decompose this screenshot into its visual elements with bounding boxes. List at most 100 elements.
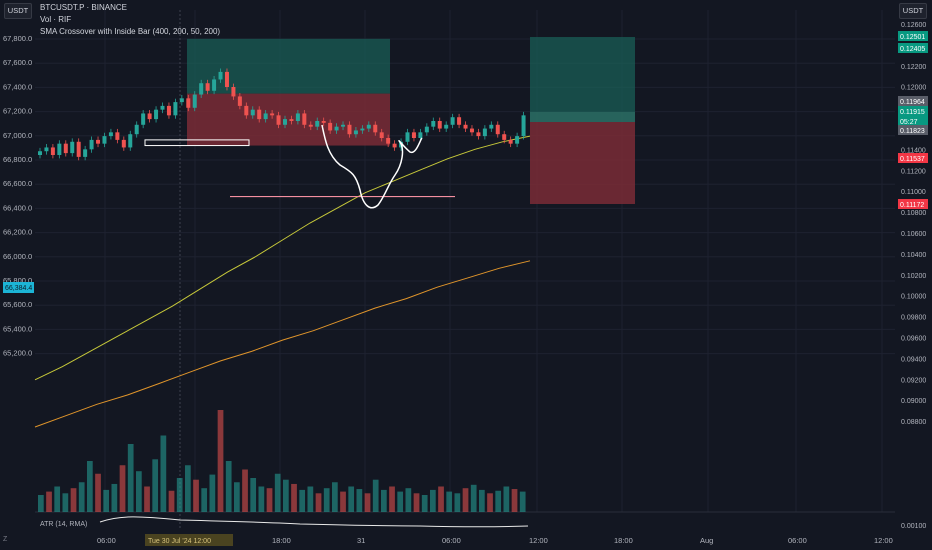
left-unit-badge[interactable]: USDT [4, 3, 32, 19]
volume-bar [438, 486, 444, 512]
price-badge [898, 199, 928, 209]
right-axis-tick: 0.09400 [901, 356, 926, 363]
right-axis-tick: 0.10000 [901, 294, 926, 301]
left-axis-tick: 67,400.0 [3, 82, 32, 91]
volume-bar [152, 459, 159, 512]
left-axis-tick: 65,800.0 [3, 276, 32, 285]
volume-bar [454, 493, 461, 512]
price-badge [898, 116, 928, 126]
volume-bar [78, 482, 85, 512]
candle-body [341, 124, 346, 127]
volume-bar [495, 490, 502, 512]
candle-body [360, 128, 365, 131]
volume-bar [381, 489, 387, 512]
volume-bar [315, 493, 322, 512]
candle-body [205, 83, 210, 91]
candle-body [386, 138, 391, 144]
symbol-title[interactable]: BTCUSDT.P · BINANCE [40, 3, 127, 12]
candle-body [334, 126, 339, 131]
candle-body [502, 134, 507, 140]
candle-body [302, 113, 307, 125]
candle-body [179, 98, 184, 103]
candle-body [347, 124, 352, 135]
volume-bar [250, 478, 257, 512]
volume-bar [201, 488, 208, 512]
sma-lines [34, 135, 531, 428]
time-axis[interactable]: 06:00 12:00 18:00 31 06:00 12:00 18:00 Aug 06:00… [97, 534, 893, 546]
candle-body [147, 113, 152, 120]
left-axis-tick: 67,800.0 [3, 34, 32, 43]
candle-body [89, 139, 94, 150]
candle-body [141, 113, 146, 125]
volume-bar [225, 461, 232, 512]
right-axis-tick: 0.10800 [901, 210, 926, 217]
volume-bar [168, 490, 175, 512]
volume-bar [103, 489, 110, 512]
volume-bar [356, 489, 363, 512]
candle-body [154, 109, 159, 120]
candle-body [431, 121, 436, 127]
candle-body [457, 117, 462, 125]
candle-body [469, 128, 474, 133]
candle-body [450, 117, 455, 125]
time-axis-tick: 31 [357, 536, 365, 545]
candle-body [237, 96, 242, 106]
atr-pane: ATR (14, RMA) [40, 516, 529, 528]
left-axis-tick: 66,200.0 [3, 228, 32, 237]
volume-bar [54, 486, 61, 512]
right-axis-tick: 0.12200 [901, 64, 926, 71]
sma-fast-line [34, 135, 531, 381]
freehand-drawing [321, 124, 423, 209]
timezone-icon[interactable]: Z [3, 536, 8, 543]
candle-body [102, 136, 107, 144]
candle-body [115, 132, 120, 140]
volume-bar [136, 471, 142, 512]
atr-label: ATR (14, RMA) [40, 521, 87, 528]
candle-body [57, 143, 62, 155]
left-axis[interactable]: 67,800.0 67,600.0 67,400.0 67,200.0 67,000.0… [3, 34, 34, 358]
left-axis-tick: 66,400.0 [3, 203, 32, 212]
candle-body [192, 94, 197, 108]
price-badge-label: 0.11537 [900, 156, 925, 163]
candle-body [289, 119, 294, 121]
candles[interactable] [38, 68, 526, 161]
volume-bar [176, 478, 183, 512]
right-axis-tick: 0.10400 [901, 252, 926, 259]
price-badge [898, 106, 928, 116]
volume-legend[interactable]: Vol · RIF [40, 15, 72, 24]
candle-body [231, 87, 236, 97]
candle-body [373, 124, 378, 133]
price-badge [898, 31, 928, 41]
volume-bar [209, 474, 216, 512]
right-axis-tick: 0.08800 [901, 419, 926, 426]
candle-body [160, 105, 165, 110]
candle-body [405, 132, 410, 142]
stop-zone-2 [530, 122, 635, 204]
volume-bar [479, 489, 485, 512]
volume-bar [462, 488, 469, 512]
candle-body [63, 143, 68, 154]
right-axis[interactable]: 0.126000.124000.122000.120000.118000.116… [898, 22, 928, 530]
right-axis-tick: 0.11200 [901, 168, 926, 175]
candle-body [521, 115, 526, 137]
price-badge-label: 0.11964 [900, 99, 925, 106]
price-badge [898, 125, 928, 135]
volume-bar [274, 473, 281, 512]
volume-bar [413, 493, 420, 512]
volume-bar [144, 486, 150, 512]
time-highlight-badge [145, 534, 233, 546]
time-highlight-label: Tue 30 Jul '24 12:00 [148, 538, 211, 545]
time-axis-tick: 06:00 [442, 536, 461, 545]
time-axis-tick: 06:00 [788, 536, 807, 545]
volume-bar [217, 410, 224, 512]
volume-bar [62, 493, 69, 512]
price-badge-label: 0.12405 [900, 46, 925, 53]
candle-body [444, 124, 449, 129]
candle-body [315, 121, 320, 127]
right-unit-badge[interactable]: USDT [899, 3, 927, 19]
volume-bars [38, 410, 526, 512]
price-badge [898, 96, 928, 106]
target-zone-2 [530, 37, 635, 112]
indicator-legend[interactable]: SMA Crossover with Inside Bar (400, 200,… [40, 27, 221, 36]
